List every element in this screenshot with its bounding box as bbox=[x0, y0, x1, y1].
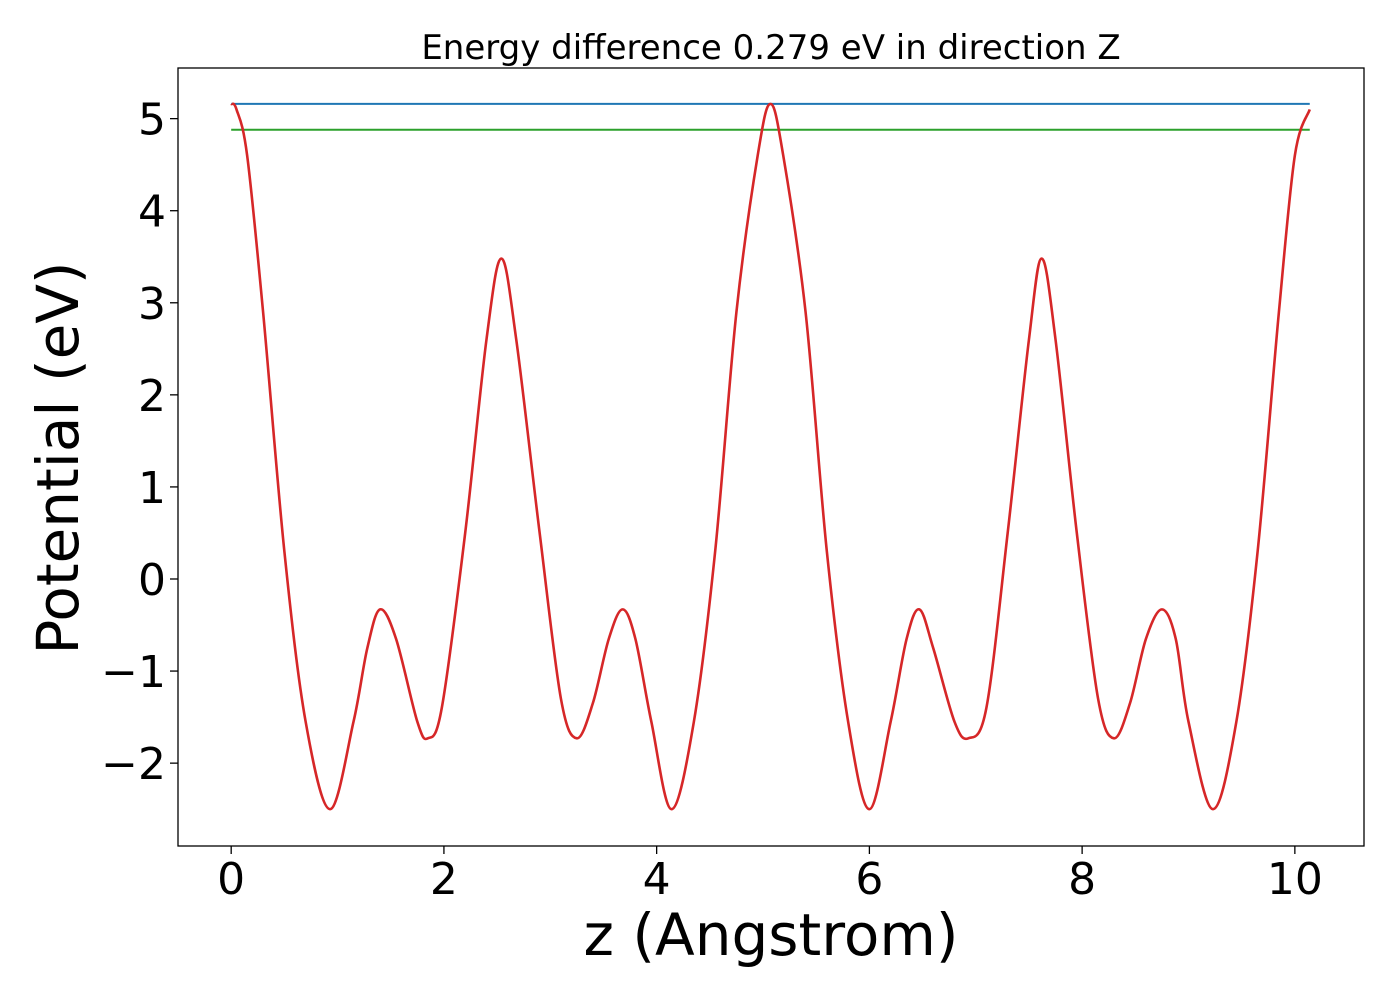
series-layer bbox=[230, 102, 1311, 811]
chart-title: Energy difference 0.279 eV in direction … bbox=[421, 28, 1120, 68]
x-axis-ticks: 0 2 4 6 8 10 bbox=[217, 846, 1323, 905]
y-tick-label: 4 bbox=[138, 187, 166, 238]
x-tick-label: 8 bbox=[1068, 854, 1096, 905]
y-tick-label: −2 bbox=[101, 739, 166, 790]
y-tick-label: 2 bbox=[138, 371, 166, 422]
x-tick-label: 6 bbox=[855, 854, 883, 905]
x-tick-label: 2 bbox=[430, 854, 458, 905]
y-tick-label: 3 bbox=[138, 279, 166, 330]
series-line-3 bbox=[230, 102, 1311, 811]
x-axis-title: z (Angstrom) bbox=[584, 901, 959, 969]
plot-area-frame bbox=[177, 67, 1365, 847]
x-tick-label: 0 bbox=[217, 854, 245, 905]
x-tick-label: 4 bbox=[643, 854, 671, 905]
y-axis-ticks: 5 4 3 2 1 0 −1 −2 bbox=[101, 95, 178, 790]
y-axis-title: Potential (eV) bbox=[24, 261, 92, 654]
y-tick-label: 1 bbox=[138, 463, 166, 514]
x-tick-label: 10 bbox=[1267, 854, 1323, 905]
y-tick-label: −1 bbox=[101, 647, 166, 698]
y-tick-label: 0 bbox=[138, 555, 166, 606]
y-tick-label: 5 bbox=[138, 95, 166, 146]
